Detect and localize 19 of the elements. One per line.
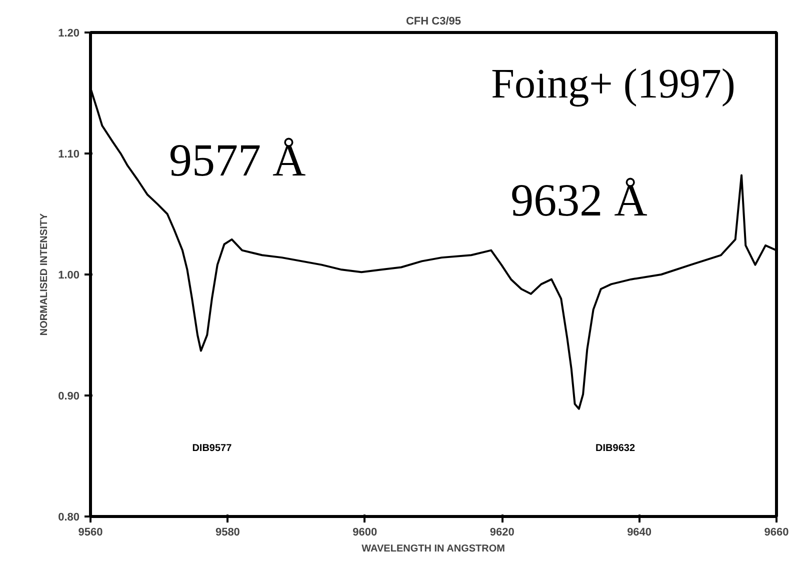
x-tick-label: 9580	[215, 526, 240, 538]
annotation: Foing+ (1997)	[491, 62, 736, 108]
x-tick-label: 9640	[627, 526, 652, 538]
annotation: 9632 Å	[510, 174, 648, 226]
x-axis-title: WAVELENGTH IN ANGSTROM	[362, 544, 505, 554]
x-tick-label: 9560	[78, 526, 103, 538]
x-tick-label: 9600	[352, 526, 378, 538]
x-tick-label: 9660	[764, 526, 789, 538]
x-tick-label: 9620	[490, 526, 514, 538]
y-tick-label: 0.90	[58, 390, 80, 402]
y-axis-title: NORMALISED INTENSITY	[39, 213, 50, 336]
y-tick-label: 1.10	[58, 148, 80, 160]
annotation: 9577 Å	[168, 134, 306, 186]
y-tick-label: 1.20	[58, 28, 80, 40]
annotation: DIB9632	[596, 443, 636, 454]
y-tick-label: 0.80	[58, 512, 80, 524]
annotation: DIB9577	[192, 443, 232, 454]
chart-title: CFH C3/95	[406, 16, 462, 28]
y-tick-label: 1.00	[58, 270, 80, 282]
